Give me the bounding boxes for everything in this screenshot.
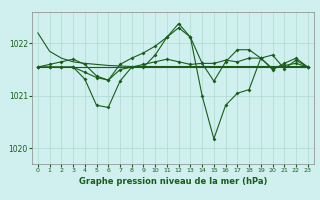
X-axis label: Graphe pression niveau de la mer (hPa): Graphe pression niveau de la mer (hPa) (79, 177, 267, 186)
